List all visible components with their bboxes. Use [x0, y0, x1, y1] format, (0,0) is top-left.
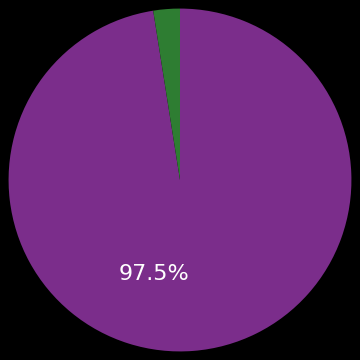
Wedge shape [153, 9, 180, 180]
Wedge shape [9, 9, 351, 351]
Text: 97.5%: 97.5% [119, 264, 190, 284]
